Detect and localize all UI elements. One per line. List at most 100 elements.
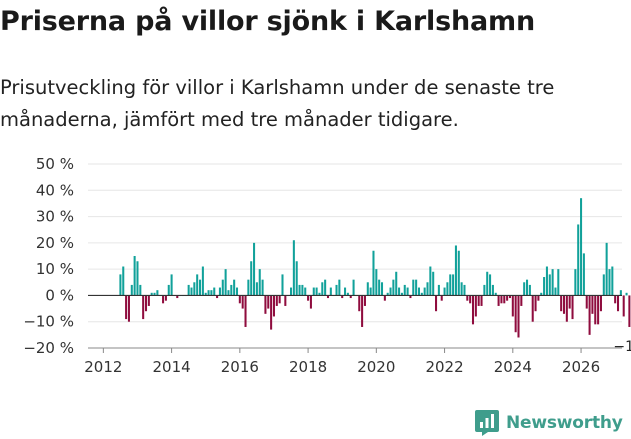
bar: [435, 295, 438, 312]
bar: [284, 295, 287, 306]
bar: [503, 295, 506, 304]
x-tick-label: 2016: [221, 358, 259, 376]
bar: [170, 274, 173, 296]
bar: [392, 279, 395, 296]
bar: [187, 284, 190, 296]
bar: [602, 274, 605, 296]
bar: [474, 295, 477, 317]
bar: [594, 295, 597, 325]
bar: [318, 292, 321, 296]
bar: [227, 290, 230, 296]
bar: [460, 282, 463, 296]
bar: [437, 284, 440, 296]
bar: [378, 279, 381, 296]
bar: [150, 292, 153, 296]
bar: [272, 295, 275, 317]
bar: [264, 295, 267, 314]
bar: [289, 287, 293, 296]
bar: [423, 287, 426, 296]
bar: [412, 279, 415, 296]
bar: [511, 295, 514, 317]
bar: [255, 282, 258, 296]
bar: [224, 269, 227, 296]
bar: [443, 287, 446, 296]
bar: [619, 290, 622, 296]
bar: [611, 266, 614, 296]
bar: [241, 295, 244, 309]
bar: [204, 292, 207, 296]
bar: [201, 266, 204, 296]
bar: [253, 242, 256, 296]
chart-title: Priserna på villor sjönk i Karlshamn: [0, 6, 535, 37]
bar: [625, 292, 628, 296]
bar: [361, 295, 364, 327]
bar: [176, 295, 179, 299]
bar: [295, 261, 298, 296]
newsworthy-logo-icon: [475, 410, 499, 436]
bar: [483, 284, 486, 296]
bar: [304, 287, 307, 296]
bar: [326, 295, 330, 299]
bar: [514, 295, 517, 333]
bar: [400, 292, 403, 296]
bar: [389, 287, 392, 296]
bar: [335, 284, 338, 296]
bar: [409, 295, 412, 299]
bar: [571, 295, 574, 320]
bar: [230, 284, 233, 296]
bar: [599, 295, 602, 312]
bar: [591, 295, 594, 314]
bar: [380, 282, 384, 296]
x-tick-label: 2022: [425, 358, 463, 376]
bar: [127, 295, 130, 322]
bar: [199, 279, 202, 296]
bar: [398, 287, 401, 296]
bar: [122, 266, 125, 296]
bar: [213, 287, 216, 296]
bar: [139, 284, 142, 296]
bar: [261, 279, 264, 296]
bar: [258, 269, 261, 296]
bar: [164, 295, 167, 301]
bar: [506, 295, 509, 301]
bar: [491, 284, 494, 296]
x-tick-label: 2014: [153, 358, 191, 376]
bar: [344, 287, 347, 296]
bar: [616, 295, 620, 312]
bar: [136, 261, 139, 296]
bar: [628, 295, 631, 327]
bar: [466, 295, 469, 301]
bar: [162, 295, 165, 304]
bar: [247, 279, 250, 296]
bar: [298, 284, 301, 296]
bar: [508, 295, 511, 299]
y-tick-label: 30 %: [36, 208, 74, 226]
bar: [531, 295, 534, 322]
bar: [523, 282, 526, 296]
bar-chart: −20 %−10 %0 %10 %20 %30 %40 %50 % 2012 20…: [23, 155, 631, 376]
bar: [577, 224, 580, 296]
bar: [207, 290, 210, 296]
bar: [517, 295, 520, 338]
newsworthy-logo-text: Newsworthy: [506, 413, 623, 433]
bar: [307, 295, 310, 301]
bar: [216, 295, 219, 299]
bar: [250, 261, 253, 296]
bar: [147, 295, 150, 306]
bar: [167, 284, 170, 296]
bar: [565, 295, 568, 322]
bar: [341, 295, 344, 299]
last-value-label: −12 %: [613, 339, 631, 355]
bar: [383, 295, 386, 301]
bar: [588, 295, 591, 335]
bar: [520, 295, 523, 306]
bar: [119, 274, 122, 296]
bar: [403, 284, 406, 296]
bar: [585, 295, 588, 309]
bar: [554, 287, 557, 296]
bar: [301, 284, 304, 296]
bar: [156, 290, 159, 296]
bar: [130, 284, 133, 296]
bar: [270, 295, 273, 330]
bar: [309, 295, 312, 309]
